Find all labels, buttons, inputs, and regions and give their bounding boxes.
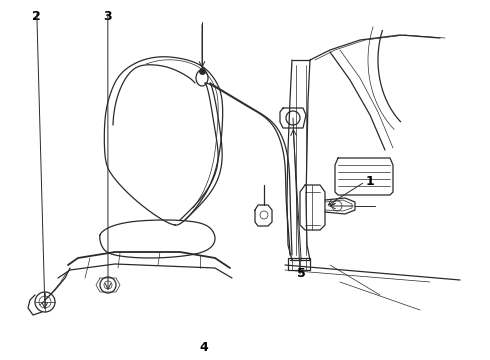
Text: 4: 4: [199, 341, 208, 354]
Text: 5: 5: [297, 267, 306, 280]
Text: 2: 2: [32, 10, 41, 23]
Text: 3: 3: [103, 10, 112, 23]
Text: 1: 1: [366, 175, 374, 188]
